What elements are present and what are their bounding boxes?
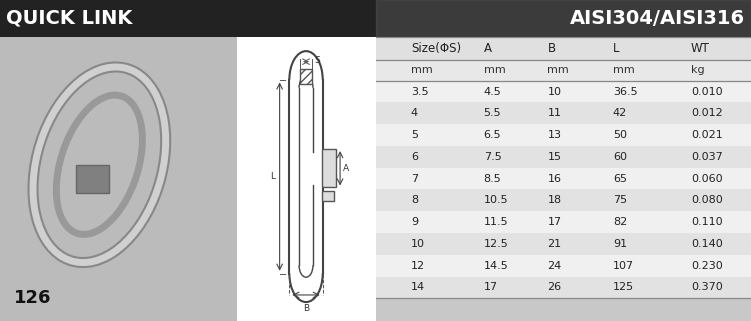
Text: 5: 5 [411,130,418,140]
Bar [376,276,751,298]
Text: 91: 91 [613,239,627,249]
Text: 24: 24 [547,261,562,271]
Text: 0.010: 0.010 [691,87,722,97]
Text: B: B [547,42,556,55]
Text: 0.140: 0.140 [691,239,722,249]
Text: mm: mm [613,65,635,75]
Text: 0.021: 0.021 [691,130,722,140]
Bar [376,146,751,168]
Text: 125: 125 [613,282,634,292]
Text: 50: 50 [613,130,627,140]
Text: 17: 17 [484,282,498,292]
Bar [322,191,334,202]
Text: QUICK LINK: QUICK LINK [6,9,132,28]
Text: 7.5: 7.5 [484,152,502,162]
Bar [376,298,751,321]
Text: L: L [613,42,620,55]
Bar [376,124,751,146]
Text: 7: 7 [411,174,418,184]
Bar [376,211,751,233]
Text: 60: 60 [613,152,627,162]
Text: A: A [343,164,349,173]
Text: 5.5: 5.5 [484,108,501,118]
Bar [376,37,751,60]
Text: mm: mm [547,65,569,75]
Text: 126: 126 [14,289,52,307]
Bar [76,165,109,193]
Text: 0.080: 0.080 [691,195,722,205]
Text: kg: kg [691,65,704,75]
Text: 16: 16 [547,174,562,184]
Text: 82: 82 [613,217,627,227]
Text: A: A [484,42,492,55]
Text: Size(ΦS): Size(ΦS) [411,42,461,55]
Bar [376,102,751,124]
Bar [376,189,751,211]
Text: 42: 42 [613,108,627,118]
Text: 4.5: 4.5 [484,87,502,97]
Text: 65: 65 [613,174,627,184]
Text: AISI304/AISI316: AISI304/AISI316 [570,9,745,28]
Text: 11: 11 [547,108,562,118]
Text: 8.5: 8.5 [484,174,502,184]
Text: 12: 12 [411,261,425,271]
Text: 4: 4 [411,108,418,118]
Text: 6: 6 [411,152,418,162]
Text: 36.5: 36.5 [613,87,638,97]
Text: 3.5: 3.5 [411,87,428,97]
Text: mm: mm [484,65,505,75]
Bar [376,81,751,102]
Text: 21: 21 [547,239,562,249]
Text: 10: 10 [547,87,562,97]
Text: 17: 17 [547,217,562,227]
Text: 10: 10 [411,239,425,249]
Text: mm: mm [411,65,433,75]
Text: 11.5: 11.5 [484,217,508,227]
Bar [376,255,751,276]
Text: 26: 26 [547,282,562,292]
Bar [376,0,751,37]
Text: 0.230: 0.230 [691,261,722,271]
Bar [376,60,751,81]
Text: 14.5: 14.5 [484,261,508,271]
Bar [322,149,336,187]
Text: 107: 107 [613,261,634,271]
Bar [376,233,751,255]
Text: L: L [270,172,276,181]
Text: B: B [303,304,309,313]
Text: 15: 15 [547,152,562,162]
Text: 6.5: 6.5 [484,130,501,140]
Text: 18: 18 [547,195,562,205]
Bar [300,69,312,84]
Text: 0.012: 0.012 [691,108,722,118]
Text: 0.370: 0.370 [691,282,722,292]
Bar [376,168,751,189]
Text: 0.060: 0.060 [691,174,722,184]
Text: 9: 9 [411,217,418,227]
Text: 10.5: 10.5 [484,195,508,205]
Text: 12.5: 12.5 [484,239,508,249]
Text: 75: 75 [613,195,627,205]
Text: 0.037: 0.037 [691,152,722,162]
Text: 13: 13 [547,130,562,140]
Text: WT: WT [691,42,710,55]
Text: 8: 8 [411,195,418,205]
Text: 14: 14 [411,282,425,292]
Text: 0.110: 0.110 [691,217,722,227]
Text: S: S [315,56,320,65]
